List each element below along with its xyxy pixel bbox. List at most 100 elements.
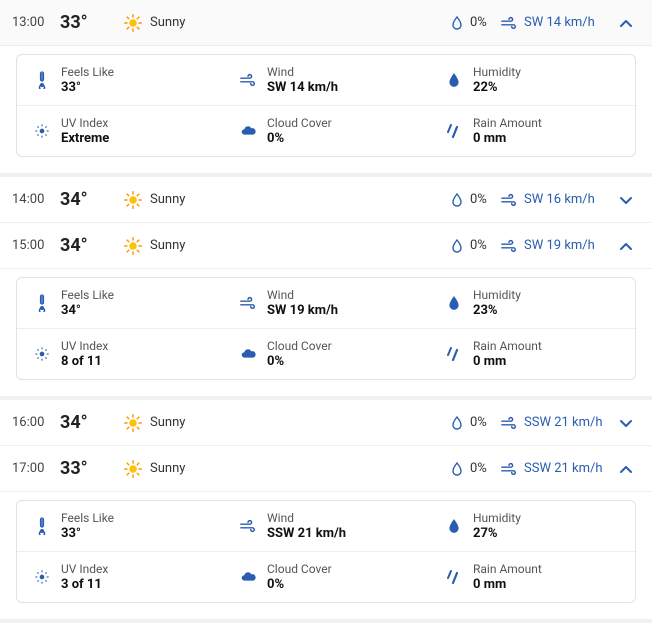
detail-label: Humidity	[473, 65, 521, 79]
detail-label: Wind	[267, 511, 346, 525]
detail-label: Feels Like	[61, 65, 114, 79]
raindrop-icon	[448, 414, 466, 432]
detail-label: Humidity	[473, 511, 521, 525]
hour-temp: 34°	[60, 235, 124, 256]
raindrop-icon	[448, 237, 466, 255]
hour-temp: 34°	[60, 189, 124, 210]
cloud-icon	[239, 345, 257, 363]
hour-row[interactable]: 13:00 33° Sunny 0% SW 14 km/h	[0, 0, 652, 46]
detail-label: UV Index	[61, 339, 108, 353]
wind-value: SW 14 km/h	[524, 15, 595, 30]
detail-humidity: Humidity 23%	[429, 288, 635, 318]
detail-uv: UV Index 3 of 11	[17, 562, 223, 592]
detail-cloud: Cloud Cover 0%	[223, 116, 429, 146]
hour-wind: SSW 21 km/h	[500, 460, 616, 478]
hour-time: 16:00	[12, 415, 60, 430]
detail-label: Rain Amount	[473, 562, 542, 576]
hour-time: 14:00	[12, 192, 60, 207]
detail-humidity: Humidity 22%	[429, 65, 635, 95]
wind-icon	[500, 191, 518, 209]
detail-label: Cloud Cover	[267, 339, 332, 353]
detail-feels-like: Feels Like 33°	[17, 65, 223, 95]
hour-wind: SW 16 km/h	[500, 191, 616, 209]
hour-time: 15:00	[12, 238, 60, 253]
wind-value: SW 16 km/h	[524, 192, 595, 207]
detail-rain: Rain Amount 0 mm	[429, 339, 635, 369]
detail-label: Cloud Cover	[267, 116, 332, 130]
hour-precip: 0%	[448, 414, 500, 432]
detail-label: UV Index	[61, 116, 109, 130]
detail-label: Wind	[267, 288, 338, 302]
thermometer-icon	[33, 517, 51, 535]
hour-time: 13:00	[12, 15, 60, 30]
hour-condition: Sunny	[142, 415, 448, 430]
raindrop-icon	[448, 191, 466, 209]
section-divider	[0, 619, 652, 623]
wind-icon	[239, 517, 257, 535]
humidity-icon	[445, 294, 463, 312]
detail-wind: Wind SW 19 km/h	[223, 288, 429, 318]
detail-label: Feels Like	[61, 511, 114, 525]
detail-rain: Rain Amount 0 mm	[429, 116, 635, 146]
sun-icon	[124, 460, 142, 478]
chevron-down-icon[interactable]	[616, 195, 636, 205]
hour-details: Feels Like 34° Wind SW 19 km/h Humidity	[16, 277, 636, 380]
hour-details: Feels Like 33° Wind SSW 21 km/h Humidity	[16, 500, 636, 603]
sun-icon	[124, 237, 142, 255]
hour-time: 17:00	[12, 461, 60, 476]
detail-label: Wind	[267, 65, 338, 79]
detail-value: 34°	[61, 303, 114, 318]
hour-condition: Sunny	[142, 238, 448, 253]
hour-row[interactable]: 17:00 33° Sunny 0% SSW 21 km/h	[0, 446, 652, 492]
wind-value: SW 19 km/h	[524, 238, 595, 253]
detail-label: Cloud Cover	[267, 562, 332, 576]
rain-icon	[445, 345, 463, 363]
hour-precip: 0%	[448, 460, 500, 478]
rain-icon	[445, 568, 463, 586]
detail-label: Feels Like	[61, 288, 114, 302]
detail-feels-like: Feels Like 34°	[17, 288, 223, 318]
precip-value: 0%	[470, 15, 487, 30]
detail-value: 3 of 11	[61, 577, 108, 592]
hour-temp: 34°	[60, 412, 124, 433]
detail-humidity: Humidity 27%	[429, 511, 635, 541]
detail-value: 0 mm	[473, 577, 542, 592]
hour-precip: 0%	[448, 191, 500, 209]
humidity-icon	[445, 517, 463, 535]
uv-icon	[33, 122, 51, 140]
detail-value: 33°	[61, 80, 114, 95]
detail-wind: Wind SW 14 km/h	[223, 65, 429, 95]
hour-row[interactable]: 15:00 34° Sunny 0% SW 19 km/h	[0, 223, 652, 269]
detail-value: 0%	[267, 131, 332, 146]
cloud-icon	[239, 568, 257, 586]
chevron-up-icon[interactable]	[616, 241, 636, 251]
hour-condition: Sunny	[142, 192, 448, 207]
detail-rain: Rain Amount 0 mm	[429, 562, 635, 592]
detail-wind: Wind SSW 21 km/h	[223, 511, 429, 541]
thermometer-icon	[33, 294, 51, 312]
thermometer-icon	[33, 71, 51, 89]
detail-value: Extreme	[61, 131, 109, 146]
chevron-down-icon[interactable]	[616, 418, 636, 428]
rain-icon	[445, 122, 463, 140]
detail-value: 0%	[267, 354, 332, 369]
wind-icon	[500, 237, 518, 255]
detail-value: 8 of 11	[61, 354, 108, 369]
cloud-icon	[239, 122, 257, 140]
chevron-up-icon[interactable]	[616, 18, 636, 28]
uv-icon	[33, 568, 51, 586]
detail-uv: UV Index 8 of 11	[17, 339, 223, 369]
raindrop-icon	[448, 460, 466, 478]
detail-uv: UV Index Extreme	[17, 116, 223, 146]
detail-value: 0 mm	[473, 354, 542, 369]
detail-label: Rain Amount	[473, 339, 542, 353]
hour-wind: SSW 21 km/h	[500, 414, 616, 432]
hour-row[interactable]: 16:00 34° Sunny 0% SSW 21 km/h	[0, 400, 652, 446]
chevron-up-icon[interactable]	[616, 464, 636, 474]
sun-icon	[124, 14, 142, 32]
sun-icon	[124, 414, 142, 432]
wind-icon	[239, 294, 257, 312]
hour-temp: 33°	[60, 12, 124, 33]
wind-icon	[500, 460, 518, 478]
hour-row[interactable]: 14:00 34° Sunny 0% SW 16 km/h	[0, 177, 652, 223]
